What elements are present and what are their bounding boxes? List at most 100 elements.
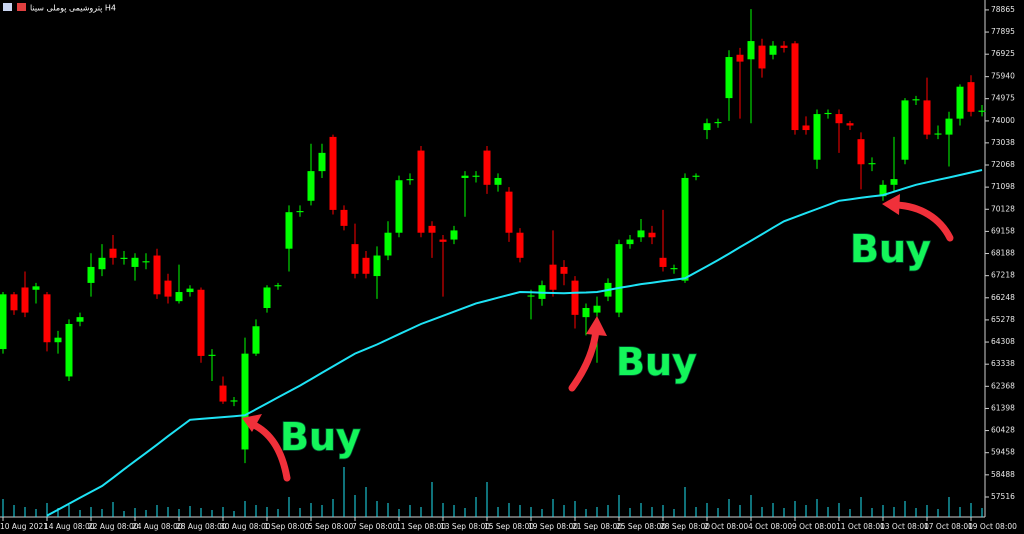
arrow — [568, 326, 600, 392]
candle-body — [428, 225, 436, 233]
candle-body — [890, 179, 898, 185]
y-tick-label: 72068 — [991, 160, 1015, 169]
candle-body — [802, 125, 810, 131]
candle-body — [868, 163, 876, 165]
x-tick-label: 19 Oct 08:00 — [968, 522, 1017, 531]
y-tick-label: 57516 — [991, 492, 1015, 501]
x-tick-label: 30 Aug 08:00 — [220, 522, 271, 531]
candle-body — [747, 41, 755, 60]
candle-body — [967, 82, 975, 112]
candle-body — [637, 230, 645, 238]
y-tick-label: 63338 — [991, 359, 1015, 368]
candle-body — [450, 230, 458, 240]
x-tick-label: 4 Oct 08:00 — [748, 522, 792, 531]
candle-body — [681, 177, 689, 281]
candle-body — [76, 317, 84, 322]
candle-body — [549, 264, 557, 290]
candle-body — [351, 244, 359, 274]
candle-body — [505, 191, 513, 233]
candle-body — [43, 294, 51, 343]
candle-body — [186, 288, 194, 293]
candle-body — [98, 257, 106, 270]
y-tick-label: 61398 — [991, 403, 1015, 412]
arrow-head — [882, 194, 900, 215]
candle-body — [340, 209, 348, 226]
candle-body — [560, 266, 568, 274]
candle-body — [21, 287, 29, 313]
candle-body — [516, 232, 524, 258]
candle-body — [527, 295, 535, 297]
x-tick-label: 13 Sep 08:00 — [440, 522, 490, 531]
candle-body — [472, 175, 480, 177]
y-tick-label: 58488 — [991, 470, 1015, 479]
x-tick-label: 28 Sep 08:00 — [660, 522, 710, 531]
candle-body — [406, 179, 414, 181]
x-tick-label: 7 Sep 08:00 — [352, 522, 398, 531]
candle-body — [494, 177, 502, 185]
y-tick-label: 74000 — [991, 116, 1015, 125]
arrow-head — [242, 414, 262, 432]
candle-body — [923, 100, 931, 135]
candle-body — [626, 239, 634, 245]
candle-body — [648, 232, 656, 238]
candle-body — [164, 280, 172, 297]
x-tick-label: 14 Aug 08:00 — [44, 522, 95, 531]
x-tick-label: 1 Sep 08:00 — [264, 522, 310, 531]
candle-body — [252, 326, 260, 354]
chart-title: پتروشیمی پوملی سینا H4 — [30, 4, 116, 13]
candle-body — [54, 337, 62, 343]
candle-body — [901, 100, 909, 160]
candle-body — [714, 122, 722, 124]
y-tick-label: 66248 — [991, 293, 1015, 302]
candle-body — [87, 266, 95, 283]
candle-body — [461, 175, 469, 178]
x-tick-label: 11 Sep 08:00 — [396, 522, 446, 531]
candle-body — [307, 171, 315, 201]
y-tick-label: 62368 — [991, 381, 1015, 390]
candle-body — [208, 354, 216, 356]
symbol-icon[interactable] — [17, 3, 26, 11]
x-tick-label: 19 Sep 08:00 — [528, 522, 578, 531]
candle-body — [230, 400, 238, 402]
candle-body — [912, 99, 920, 101]
x-tick-label: 22 Aug 08:00 — [88, 522, 139, 531]
candle-body — [659, 257, 667, 267]
x-tick-label: 10 Aug 2021 — [0, 522, 48, 531]
candle-body — [725, 57, 733, 99]
menu-icon[interactable] — [3, 3, 12, 11]
y-tick-label: 77895 — [991, 27, 1015, 36]
candle-body — [296, 211, 304, 213]
candle-body — [362, 257, 370, 274]
buy-annotation: Buy — [850, 227, 931, 271]
y-tick-label: 75940 — [991, 72, 1015, 81]
candle-body — [395, 180, 403, 233]
candle-body — [197, 289, 205, 356]
buy-annotation: Buy — [280, 415, 361, 459]
candle-body — [791, 43, 799, 131]
candle-body — [934, 133, 942, 135]
arrow — [248, 420, 291, 482]
x-tick-label: 28 Aug 08:00 — [176, 522, 227, 531]
candle-body — [483, 150, 491, 185]
candle-body — [274, 285, 282, 287]
candle-body — [241, 353, 249, 450]
candle-body — [384, 232, 392, 256]
candle-body — [857, 139, 865, 165]
candle-body — [0, 294, 7, 350]
x-tick-label: 24 Aug 08:00 — [132, 522, 183, 531]
y-tick-label: 68188 — [991, 249, 1015, 258]
candle-body — [109, 248, 117, 258]
candle-body — [263, 287, 271, 309]
x-tick-label: 13 Oct 08:00 — [880, 522, 929, 531]
candle-body — [692, 175, 700, 177]
candle-body — [120, 257, 128, 259]
candle-body — [285, 212, 293, 249]
x-tick-label: 21 Sep 08:00 — [572, 522, 622, 531]
x-tick-label: 2 Oct 08:00 — [704, 522, 748, 531]
x-tick-label: 25 Sep 08:00 — [616, 522, 666, 531]
y-tick-label: 78865 — [991, 5, 1015, 14]
candle-body — [978, 110, 986, 112]
candle-body — [824, 112, 832, 115]
